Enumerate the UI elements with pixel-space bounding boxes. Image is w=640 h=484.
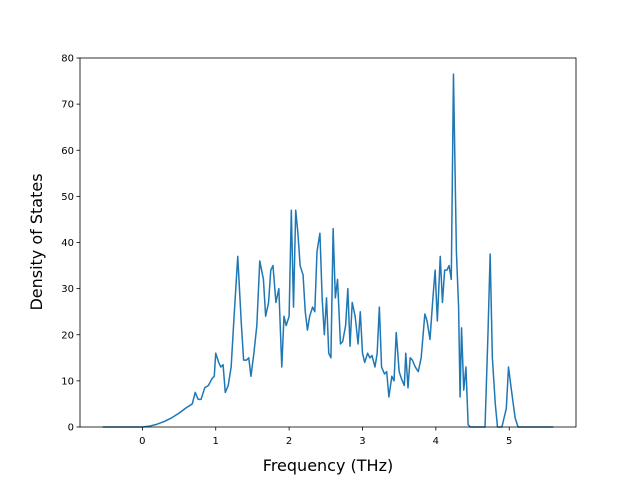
x-tick-label: 4 <box>433 436 439 447</box>
x-tick-label: 0 <box>139 436 145 447</box>
x-tick-label: 5 <box>506 436 512 447</box>
x-tick-label: 1 <box>213 436 219 447</box>
y-tick-label: 60 <box>61 146 74 157</box>
y-tick-label: 0 <box>68 423 74 434</box>
y-tick-label: 10 <box>61 376 74 387</box>
y-tick-label: 30 <box>61 284 74 295</box>
y-tick-label: 40 <box>61 238 74 249</box>
y-axis-label: Density of States <box>27 173 46 310</box>
y-tick-label: 50 <box>61 192 74 203</box>
x-tick-label: 2 <box>286 436 292 447</box>
plot-area <box>80 58 576 427</box>
y-tick-label: 70 <box>61 100 74 111</box>
line <box>102 73 554 428</box>
axes-frame <box>79 57 577 428</box>
y-tick-label: 80 <box>61 54 74 65</box>
x-tick-label: 3 <box>359 436 365 447</box>
y-tick-label: 20 <box>61 330 74 341</box>
x-axis-label: Frequency (THz) <box>263 456 393 475</box>
